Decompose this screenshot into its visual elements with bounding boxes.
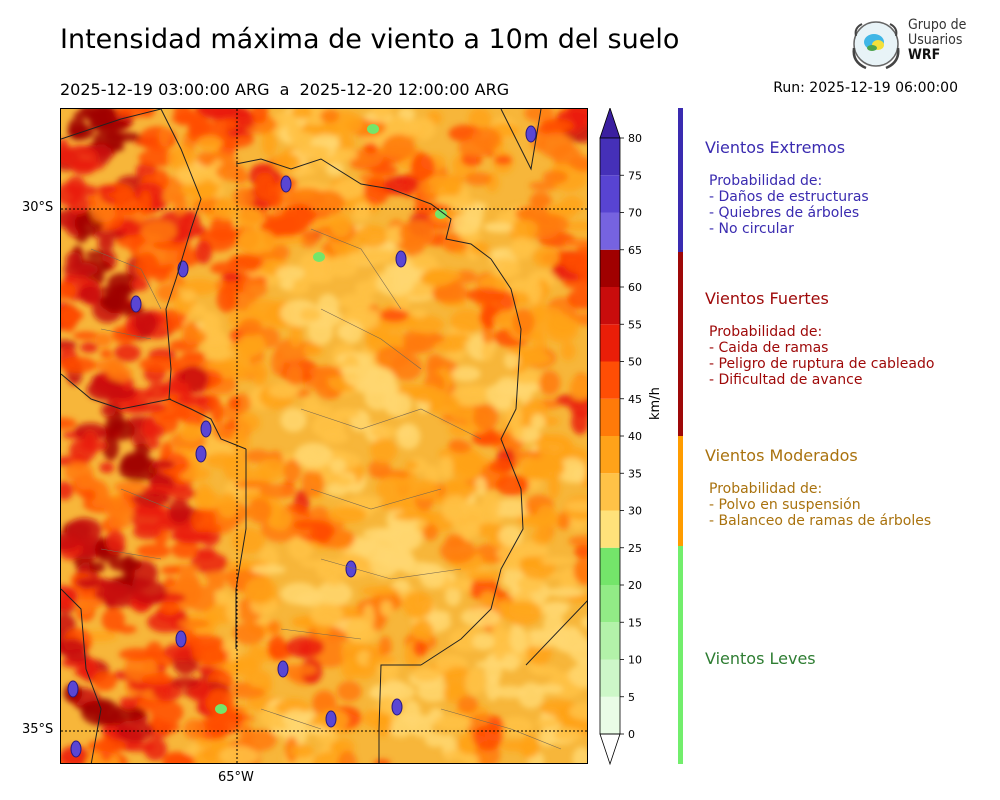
category-description: Probabilidad de: - Daños de estructuras … (709, 173, 869, 237)
category-title: Vientos Extremos (705, 138, 846, 157)
wind-speed-map (60, 108, 588, 764)
colorbar: 0 5 10 15 20 25 30 35 40 45 50 55 60 65 70 75 80 (598, 106, 658, 768)
category-description: Probabilidad de: - Polvo en suspensión -… (709, 481, 931, 529)
colorbar-tick-label: 50 (628, 356, 642, 369)
category-title: Vientos Moderados (705, 446, 858, 465)
colorbar-tick-label: 10 (628, 654, 642, 667)
wrf-logo: Grupo de Usuarios WRF (848, 18, 968, 72)
colorbar-tick-label: 40 (628, 430, 642, 443)
category-title: Vientos Fuertes (705, 289, 829, 308)
logo-line-3: WRF (908, 47, 941, 63)
globe-laurel-icon (852, 21, 900, 70)
colorbar-tick-label: 80 (628, 132, 642, 145)
category-description: Probabilidad de: - Caida de ramas - Peli… (709, 324, 934, 388)
logo-line-2: Usuarios (908, 32, 963, 48)
desc-line: - Dificultad de avance (709, 372, 863, 388)
colorbar-segment (600, 212, 620, 250)
desc-line: - No circular (709, 221, 794, 237)
desc-line: Probabilidad de: (709, 324, 823, 340)
desc-line: - Caida de ramas (709, 340, 829, 356)
colorbar-segment (600, 473, 620, 511)
colorbar-tick-label: 0 (628, 728, 635, 741)
category-bar-extremos (678, 108, 683, 252)
colorbar-segment (600, 398, 620, 436)
colorbar-segment (600, 547, 620, 585)
page-title: Intensidad máxima de viento a 10m del su… (60, 24, 680, 55)
model-run-time: Run: 2025-12-19 06:00:00 (773, 80, 958, 96)
category-bar-leves (678, 546, 683, 764)
colorbar-tick-label: 45 (628, 393, 642, 406)
colorbar-tick-label: 5 (628, 691, 635, 704)
colorbar-tick-label: 70 (628, 207, 642, 220)
forecast-date-range: 2025-12-19 03:00:00 ARG a 2025-12-20 12:… (60, 80, 510, 99)
colorbar-tick-label: 25 (628, 542, 642, 555)
colorbar-segment (600, 249, 620, 287)
category-bar-moderados (678, 436, 683, 546)
colorbar-segment (600, 436, 620, 474)
lat-label-35s: 35°S (22, 722, 54, 737)
colorbar-segment (600, 175, 620, 213)
colorbar-tick-label: 35 (628, 467, 642, 480)
colorbar-unit: km/h (648, 387, 663, 420)
colorbar-segment (600, 659, 620, 697)
category-moderados: Vientos Moderados Probabilidad de: - Pol… (705, 446, 931, 529)
desc-line: - Daños de estructuras (709, 189, 869, 205)
desc-line: - Polvo en suspensión (709, 497, 861, 513)
colorbar-segment (600, 361, 620, 399)
colorbar-tick-label: 60 (628, 281, 642, 294)
category-extremos: Vientos Extremos Probabilidad de: - Daño… (705, 138, 869, 237)
colorbar-segment (600, 324, 620, 362)
colorbar-segment (600, 510, 620, 548)
colorbar-tick-label: 15 (628, 616, 642, 629)
desc-line: - Quiebres de árboles (709, 205, 860, 221)
colorbar-tick-label: 55 (628, 318, 642, 331)
category-leves: Vientos Leves (705, 649, 816, 668)
desc-line: Probabilidad de: (709, 481, 823, 497)
colorbar-tick-label: 65 (628, 244, 642, 257)
colorbar-segment (600, 696, 620, 734)
category-fuertes: Vientos Fuertes Probabilidad de: - Caida… (705, 289, 934, 388)
colorbar-tick-label: 30 (628, 505, 642, 518)
colorbar-min-extend (599, 733, 621, 766)
colorbar-segment (600, 585, 620, 623)
colorbar-max-extend (599, 106, 621, 139)
colorbar-tick-label: 75 (628, 169, 642, 182)
lon-label-65w: 65°W (218, 770, 254, 785)
lat-label-30s: 30°S (22, 200, 54, 215)
category-bar-fuertes (678, 252, 683, 436)
desc-line: - Balanceo de ramas de árboles (709, 513, 932, 529)
logo-line-1: Grupo de (908, 17, 967, 33)
colorbar-segment (600, 138, 620, 176)
colorbar-segment (600, 622, 620, 660)
desc-line: - Peligro de ruptura de cableado (709, 356, 935, 372)
colorbar-tick-label: 20 (628, 579, 642, 592)
desc-line: Probabilidad de: (709, 173, 823, 189)
colorbar-segment (600, 287, 620, 325)
category-title: Vientos Leves (705, 649, 816, 668)
